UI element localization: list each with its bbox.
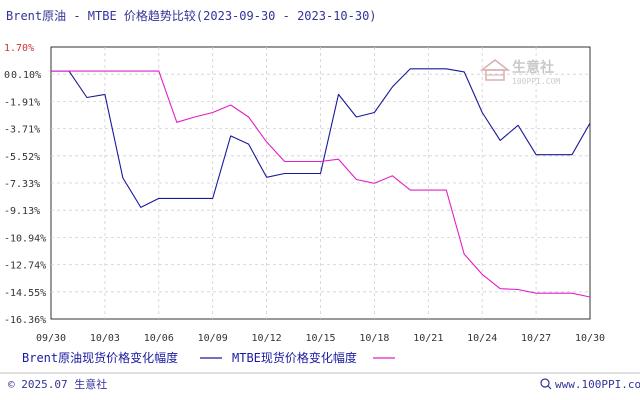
plot-area [50, 46, 591, 320]
x-tick-label: 10/18 [359, 333, 389, 344]
y-tick-label: -1.91% [4, 97, 40, 108]
x-tick-label: 10/03 [90, 333, 120, 344]
watermark-text: 生意社 [512, 59, 554, 76]
footer-website-link[interactable]: www.100PPI.com [555, 378, 640, 391]
x-tick-label: 10/06 [144, 333, 174, 344]
watermark-logo-icon [479, 59, 511, 81]
y-tick-label: 1.70% [4, 43, 34, 54]
legend: Brent原油现货价格变化幅度 MTBE现货价格变化幅度 [22, 350, 395, 365]
y-tick-label: -16.36% [4, 315, 46, 326]
x-tick-label: 10/30 [575, 333, 605, 344]
legend-label-mtbe: MTBE现货价格变化幅度 [232, 350, 357, 365]
watermark-subtext: 100PPI.COM [512, 77, 560, 86]
y-zero-label: 0 [4, 70, 10, 81]
legend-label-brent: Brent原油现货价格变化幅度 [22, 350, 178, 365]
y-tick-label: -9.13% [4, 206, 40, 217]
footer-copyright: © 2025.07 生意社 [8, 377, 107, 391]
y-tick-label: -12.74% [4, 261, 46, 272]
x-tick-label: 10/21 [413, 333, 443, 344]
y-tick-label: -7.33% [4, 179, 40, 190]
x-tick-label: 10/15 [305, 333, 335, 344]
watermark: 生意社 100PPI.COM [479, 59, 560, 86]
x-axis-ticks: 09/30 10/03 10/06 10/09 10/12 10/15 10/18 10/21… [36, 333, 605, 344]
y-tick-label: -5.52% [4, 152, 40, 163]
y-tick-label: -14.55% [4, 288, 46, 299]
chart-title: Brent原油 - MTBE 价格趋势比较(2023-09-30 - 2023-… [6, 8, 377, 23]
x-tick-label: 10/09 [198, 333, 228, 344]
x-tick-label: 10/24 [467, 333, 497, 344]
x-tick-label: 09/30 [36, 333, 66, 344]
search-icon [540, 378, 552, 390]
series-line-brent [51, 68, 591, 208]
y-axis-ticks: 1.70% 0.10% -1.91% -3.71% -5.52% -7.33% -9.13%… [4, 43, 46, 326]
y-tick-label: -10.94% [4, 233, 46, 244]
x-tick-label: 10/12 [252, 333, 282, 344]
y-tick-label: -3.71% [4, 125, 40, 136]
x-tick-label: 10/27 [521, 333, 551, 344]
y-tick-label: 0.10% [11, 70, 41, 81]
series-layer [51, 68, 591, 298]
series-line-mtbe [51, 70, 591, 298]
